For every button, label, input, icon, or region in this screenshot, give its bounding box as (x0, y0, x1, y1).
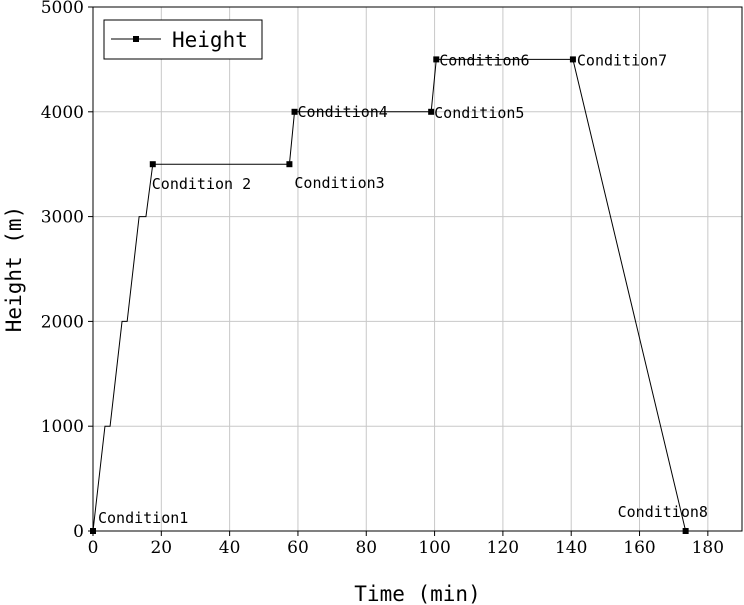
legend-label: Height (172, 28, 248, 52)
y-tick-label: 3000 (41, 208, 84, 228)
x-tick-label: 80 (355, 538, 377, 558)
plot-frame (92, 6, 743, 532)
x-tick-label: 20 (150, 538, 172, 558)
data-point-marker (428, 108, 435, 115)
x-tick-label: 100 (418, 538, 450, 558)
condition-label: Condition6 (439, 51, 529, 69)
data-point-marker (433, 56, 440, 63)
x-tick-label: 0 (88, 538, 99, 558)
condition-label: Condition5 (434, 104, 524, 122)
data-point-marker (569, 56, 576, 63)
y-tick-label: 4000 (41, 103, 84, 123)
x-axis-title: Time (min) (354, 582, 480, 605)
grid (93, 7, 742, 531)
legend-marker (133, 36, 139, 42)
series-height (92, 58, 687, 532)
y-axis-title: Height (m) (2, 206, 26, 332)
condition-label: Condition8 (618, 503, 708, 521)
axis-ticks: 0 20 40 60 80 100 120 140 160 180 0 1000 2000 3000 400… (41, 0, 724, 558)
data-point-marker (286, 161, 293, 168)
condition-label: Condition4 (298, 103, 388, 121)
x-tick-label: 60 (287, 538, 309, 558)
x-tick-label: 140 (555, 538, 587, 558)
condition-label: Condition7 (577, 51, 667, 69)
x-tick-label: 40 (219, 538, 241, 558)
y-tick-label: 1000 (41, 417, 84, 437)
condition-label: Condition 2 (152, 175, 251, 193)
data-point-marker (291, 108, 298, 115)
x-tick-label: 160 (623, 538, 655, 558)
data-point-marker (149, 161, 156, 168)
x-tick-label: 120 (487, 538, 519, 558)
x-tick-label: 180 (692, 538, 724, 558)
condition-label: Condition3 (294, 174, 384, 192)
legend: Height (103, 19, 263, 60)
condition-annotations: Condition1 Condition 2 Condition3 Condition… (90, 51, 708, 534)
y-tick-label: 2000 (41, 312, 84, 332)
y-tick-label: 0 (73, 522, 84, 542)
series-line (92, 58, 687, 532)
condition-label: Condition1 (98, 509, 188, 527)
y-tick-label: 5000 (41, 0, 84, 18)
